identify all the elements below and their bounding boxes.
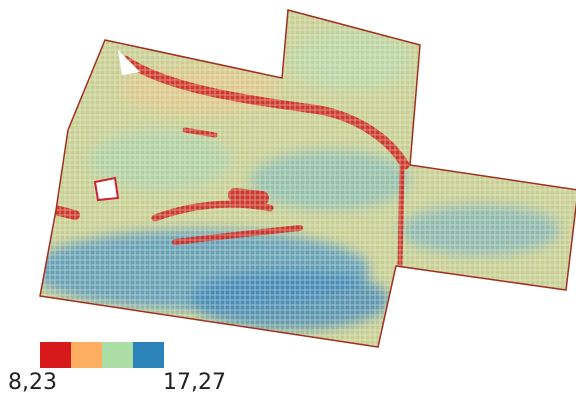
legend-swatch — [102, 342, 133, 368]
hole — [95, 178, 118, 200]
field-raster — [0, 0, 576, 396]
legend-swatch — [40, 342, 71, 368]
legend-max-label: 17,27 — [163, 370, 226, 395]
legend — [40, 342, 164, 368]
map: 8,23 17,27 — [0, 0, 576, 396]
legend-min-label: 8,23 — [8, 370, 57, 395]
legend-swatch — [71, 342, 102, 368]
legend-swatch — [133, 342, 164, 368]
